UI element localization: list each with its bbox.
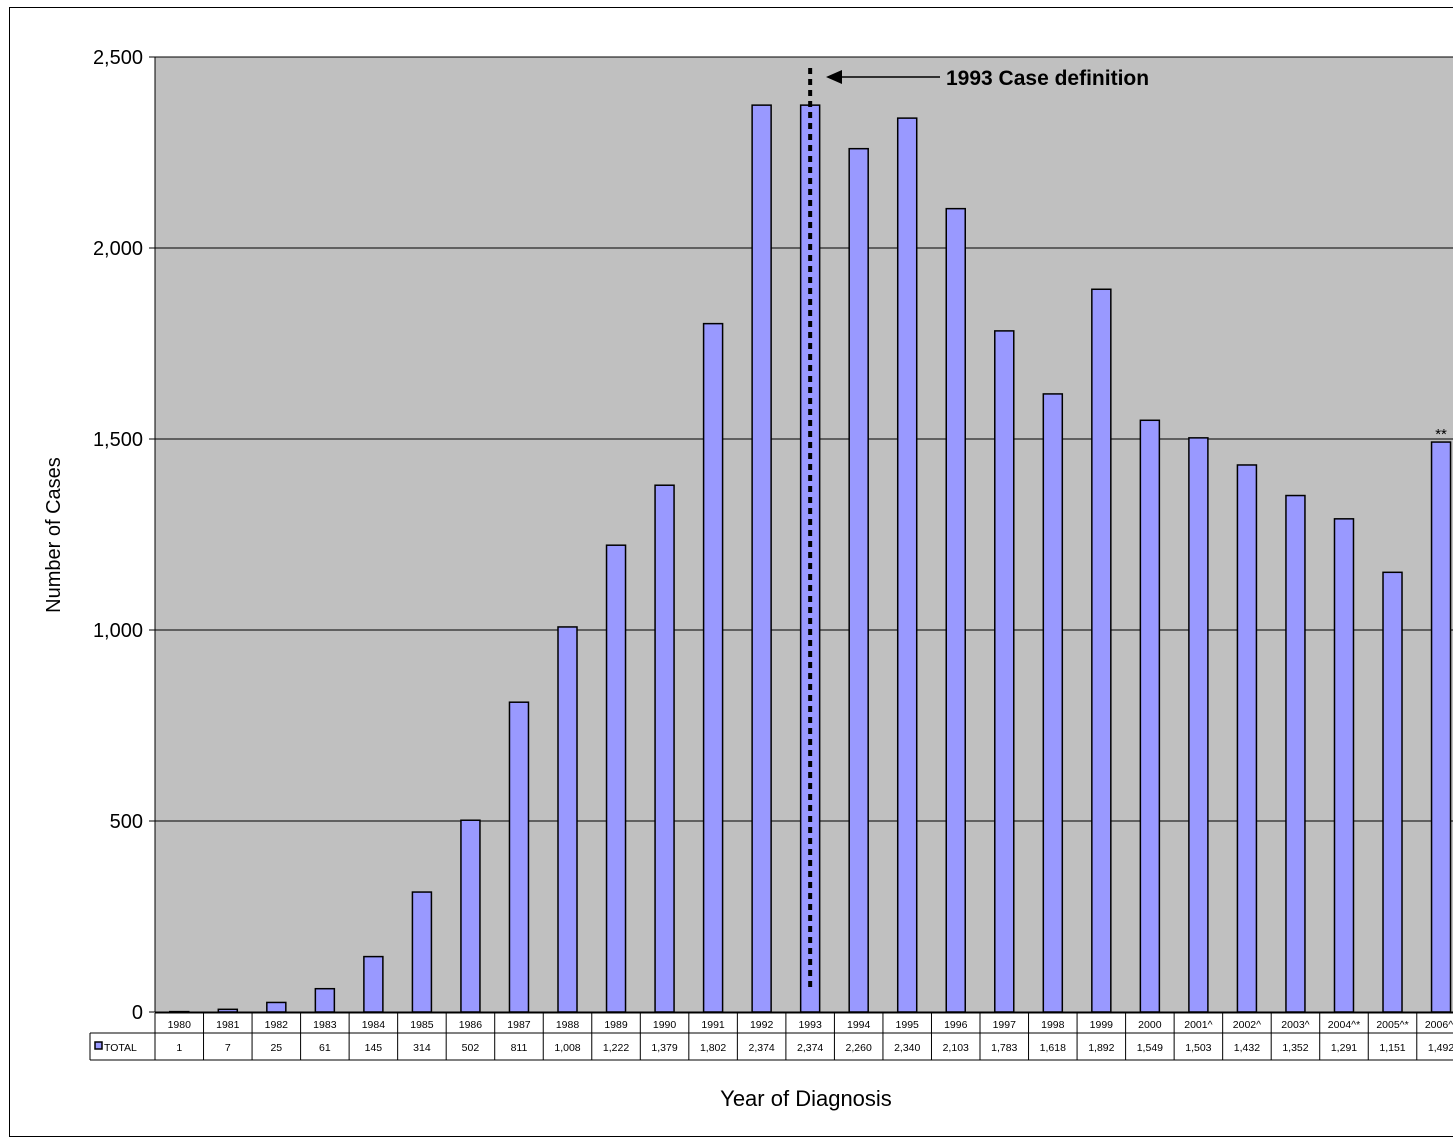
case-definition-label: 1993 Case definition <box>946 67 1149 90</box>
category-label-2005^*: 2005^* <box>1376 1019 1408 1031</box>
bar-1981 <box>217 1008 239 1013</box>
bar-2004^* <box>1333 518 1355 1013</box>
category-label-1995: 1995 <box>896 1019 920 1031</box>
category-label-1984: 1984 <box>362 1019 386 1031</box>
bar-1983 <box>314 987 336 1013</box>
category-label-1987: 1987 <box>507 1019 531 1031</box>
value-label-1981: 7 <box>225 1042 231 1054</box>
value-label-1989: 1,222 <box>603 1042 629 1054</box>
category-label-1997: 1997 <box>993 1019 1017 1031</box>
arrow-head <box>826 70 842 84</box>
value-label-1999: 1,892 <box>1088 1042 1114 1054</box>
y-axis: 0 500 1,000 1,500 2,000 2,500 <box>93 47 156 1024</box>
category-label-2001^: 2001^ <box>1184 1019 1212 1031</box>
category-label-2002^: 2002^ <box>1233 1019 1261 1031</box>
value-label-2003^: 1,352 <box>1282 1042 1308 1054</box>
bar-2006^* <box>1430 441 1452 1013</box>
asterisk-note: ** <box>1435 426 1447 443</box>
bar-1992 <box>751 104 772 1013</box>
bar-2001^ <box>1188 437 1209 1013</box>
bar-2005^* <box>1382 571 1403 1013</box>
category-label-1982: 1982 <box>265 1019 289 1031</box>
category-label-1988: 1988 <box>556 1019 580 1031</box>
category-label-1992: 1992 <box>750 1019 774 1031</box>
value-label-1990: 1,379 <box>651 1042 677 1054</box>
bar-2003^ <box>1285 494 1306 1013</box>
category-label-1980: 1980 <box>168 1019 192 1031</box>
category-label-2004^*: 2004^* <box>1328 1019 1360 1031</box>
value-label-1992: 2,374 <box>748 1042 774 1054</box>
value-label-2004^*: 1,291 <box>1331 1042 1357 1054</box>
y-tick-label: 2,000 <box>93 238 143 260</box>
bar-1987 <box>508 701 530 1013</box>
y-tick-label: 1,500 <box>93 429 143 451</box>
bar-2002^ <box>1236 464 1258 1013</box>
value-label-2000: 1,549 <box>1137 1042 1163 1054</box>
category-label-1985: 1985 <box>410 1019 434 1031</box>
value-label-1995: 2,340 <box>894 1042 920 1054</box>
bar-1996 <box>945 207 966 1013</box>
bar-1985 <box>411 891 433 1013</box>
value-label-1998: 1,618 <box>1040 1042 1066 1054</box>
bar-1990 <box>654 484 675 1013</box>
bar-1991 <box>702 322 724 1013</box>
value-label-1997: 1,783 <box>991 1042 1017 1054</box>
category-label-1999: 1999 <box>1090 1019 1114 1031</box>
y-axis-title: Number of Cases <box>43 457 65 613</box>
category-label-1990: 1990 <box>653 1019 677 1031</box>
y-tick-label: 1,000 <box>93 620 143 642</box>
value-label-2002^: 1,432 <box>1234 1042 1260 1054</box>
x-axis-title: Year of Diagnosis <box>720 1086 892 1111</box>
y-tick-label: 2,500 <box>93 47 143 69</box>
bar-1998 <box>1042 393 1064 1013</box>
bar-1980 <box>169 1010 190 1013</box>
category-label-1993: 1993 <box>798 1019 822 1031</box>
category-label-1986: 1986 <box>459 1019 483 1031</box>
bar-1986 <box>460 819 481 1013</box>
value-label-1984: 145 <box>365 1042 383 1054</box>
category-label-2006^*: 2006^* <box>1425 1019 1453 1031</box>
chart-frame <box>9 7 1453 1137</box>
bar-1982 <box>266 1001 287 1013</box>
value-label-1985: 314 <box>413 1042 431 1054</box>
value-label-2005^*: 1,151 <box>1379 1042 1405 1054</box>
value-label-1993: 2,374 <box>797 1042 823 1054</box>
category-label-1991: 1991 <box>701 1019 725 1031</box>
value-label-1988: 1,008 <box>554 1042 580 1054</box>
category-label-1994: 1994 <box>847 1019 871 1031</box>
value-label-1983: 61 <box>319 1042 331 1054</box>
bar-1988 <box>557 626 578 1013</box>
value-label-1982: 25 <box>270 1042 282 1054</box>
bar-2000 <box>1139 419 1161 1013</box>
value-label-2001^: 1,503 <box>1185 1042 1211 1054</box>
category-label-1983: 1983 <box>313 1019 337 1031</box>
category-label-2000: 2000 <box>1138 1019 1162 1031</box>
value-label-1986: 502 <box>462 1042 480 1054</box>
bar-1997 <box>994 330 1015 1013</box>
bar-1984 <box>363 955 384 1013</box>
legend-key <box>94 1041 103 1050</box>
category-label-1996: 1996 <box>944 1019 968 1031</box>
category-label-1989: 1989 <box>604 1019 628 1031</box>
value-label-2006^*: 1,492 <box>1428 1042 1453 1054</box>
legend-series-name: TOTAL <box>104 1042 137 1054</box>
category-label-2003^: 2003^ <box>1281 1019 1309 1031</box>
bar-1999 <box>1091 288 1112 1013</box>
bars <box>169 104 1452 1013</box>
bar-1994 <box>848 147 869 1013</box>
data-table: 1980 1 1981 7 1982 25 1983 61 1984 145 1985 314 1986… <box>89 1012 1453 1061</box>
bar-1995 <box>896 117 918 1013</box>
y-tick-label: 0 <box>132 1002 143 1024</box>
value-label-1987: 811 <box>511 1042 528 1054</box>
value-label-1980: 1 <box>176 1042 182 1054</box>
annotations: 1993 Case definition ** <box>808 67 1447 987</box>
category-label-1998: 1998 <box>1041 1019 1065 1031</box>
y-tick-label: 500 <box>110 811 143 833</box>
value-label-1991: 1,802 <box>700 1042 726 1054</box>
category-label-1981: 1981 <box>216 1019 240 1031</box>
bar-1989 <box>605 544 627 1013</box>
value-label-1996: 2,103 <box>943 1042 969 1054</box>
value-label-1994: 2,260 <box>846 1042 872 1054</box>
